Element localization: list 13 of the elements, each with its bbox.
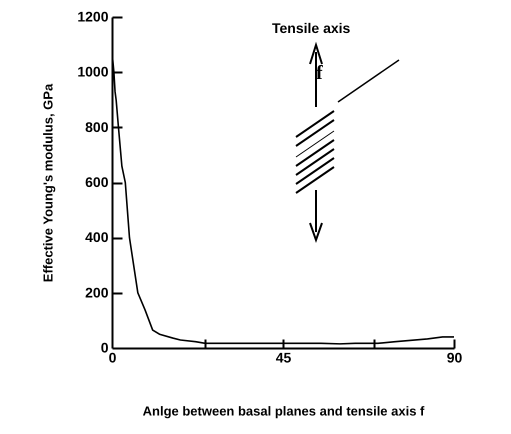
y-tick-label: 800	[85, 118, 109, 135]
y-tick-label: 0	[100, 340, 109, 356]
y-tick-label: 200	[85, 284, 109, 300]
x-tick-label: 45	[276, 350, 292, 366]
y-tick-label: 1000	[77, 64, 109, 80]
annotation: f	[316, 62, 323, 85]
y-tick-label: 1200	[77, 8, 109, 24]
x-tick-label: 90	[446, 350, 462, 366]
y-tick-label: 600	[85, 174, 109, 190]
y-tick-label: 400	[85, 229, 109, 246]
y-axis-title: Effective Young's modulus, GPa	[40, 83, 56, 282]
annotation: Tensile axis	[272, 20, 350, 36]
x-axis-title: Anlge between basal planes and tensile axis f	[142, 404, 426, 418]
